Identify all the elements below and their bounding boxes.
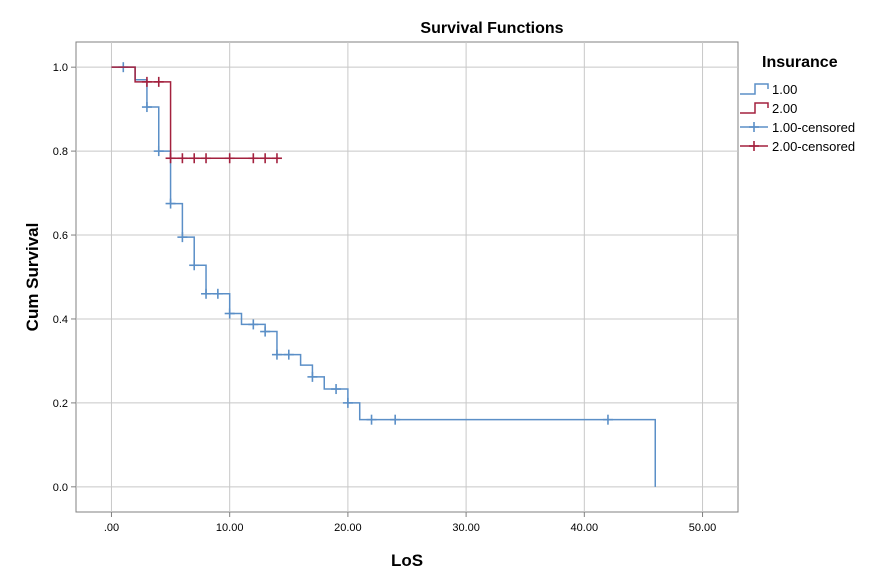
y-tick-label: 0.0 [53, 482, 68, 494]
x-tick-label: 50.00 [689, 522, 717, 534]
y-tick-label: 1.0 [53, 62, 68, 74]
censored-marker [165, 198, 176, 209]
censored-marker [212, 288, 223, 299]
survival-step-line [111, 66, 277, 159]
legend-item: 1.00-censored [740, 120, 855, 135]
legend-item: 2.00-censored [740, 139, 855, 154]
legend-item: 2.00 [740, 101, 797, 116]
legend-title: Insurance [762, 54, 838, 71]
y-axis: 0.0 0.2 0.4 0.6 0.8 1.0 [53, 62, 76, 494]
censored-marker [224, 308, 235, 319]
censored-marker [201, 288, 212, 299]
plot-frame [75, 41, 739, 513]
censored-marker [153, 76, 164, 87]
x-tick-label: 30.00 [452, 522, 480, 534]
legend-item: 1.00 [740, 82, 797, 97]
censored-marker [260, 153, 271, 164]
censored-marker [177, 232, 188, 243]
censored-marker [331, 384, 342, 395]
censored-marker [283, 349, 294, 360]
survival-step-line [111, 66, 656, 487]
x-tick-label: 20.00 [334, 522, 362, 534]
censored-marker [189, 153, 200, 164]
censored-marker [602, 414, 613, 425]
x-axis-title: LoS [391, 551, 423, 570]
legend-label: 2.00-censored [772, 139, 855, 154]
y-tick-label: 0.6 [53, 230, 68, 242]
censored-marker [271, 153, 282, 164]
censored-marker [189, 260, 200, 271]
legend-step-swatch [740, 102, 769, 114]
legend-step-swatch [740, 83, 769, 95]
x-tick-label: .00 [104, 522, 119, 534]
censored-marker [342, 397, 353, 408]
x-tick-label: 40.00 [571, 522, 599, 534]
censored-marker [248, 319, 259, 330]
legend-plus-swatch [749, 141, 759, 151]
censored-marker [177, 153, 188, 164]
legend-label: 2.00 [772, 101, 797, 116]
legend-label: 1.00 [772, 82, 797, 97]
chart-title: Survival Functions [420, 20, 563, 37]
censored-marker [271, 349, 282, 360]
legend: Insurance 1.00 2.00 1.00-censored 2.00-cens… [740, 54, 855, 154]
y-tick-label: 0.4 [53, 314, 68, 326]
censored-marker [260, 326, 271, 337]
x-tick-label: 10.00 [216, 522, 244, 534]
censored-marker [248, 153, 259, 164]
censored-marker [141, 102, 152, 113]
y-tick-label: 0.8 [53, 146, 68, 158]
censored-marker [366, 414, 377, 425]
censored-marker [390, 414, 401, 425]
censored-marker [165, 153, 176, 164]
series-1 [111, 62, 656, 487]
censored-marker [153, 146, 164, 157]
y-axis-title: Cum Survival [23, 223, 42, 332]
censored-marker [201, 153, 212, 164]
x-axis: .00 10.00 20.00 30.00 40.00 50.00 [104, 512, 716, 534]
legend-label: 1.00-censored [772, 120, 855, 135]
censored-marker [307, 371, 318, 382]
series-layer [111, 62, 656, 487]
y-tick-label: 0.2 [53, 398, 68, 410]
grid [76, 42, 738, 512]
series-2 [111, 66, 282, 164]
censored-marker [141, 76, 152, 87]
censored-marker [224, 153, 235, 164]
legend-plus-swatch [749, 122, 759, 132]
